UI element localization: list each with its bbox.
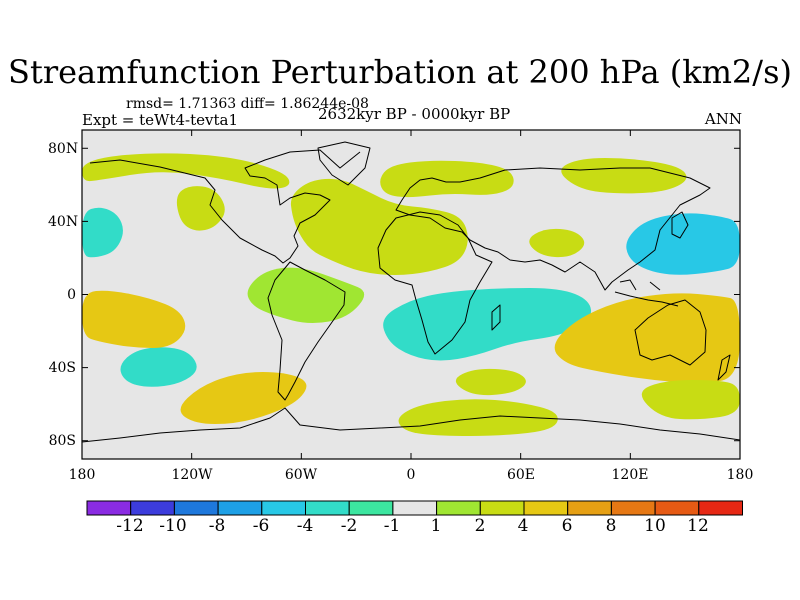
- colorbar-label-10: 10: [644, 516, 666, 536]
- colorbar-swatch: [523, 500, 569, 516]
- colorbar-swatch: [86, 500, 132, 516]
- colorbar-swatch: [610, 500, 656, 516]
- colorbar-label-12: 12: [687, 516, 709, 536]
- lon-label-120w: 120W: [171, 467, 213, 483]
- colorbar-swatch: [305, 500, 350, 516]
- colorbar-swatch: [217, 500, 263, 516]
- field-south-pacific-low: [120, 347, 197, 387]
- field-arctic-high-siberia: [561, 158, 687, 194]
- field-south-america-band: [247, 267, 365, 324]
- colorbar-swatch: [392, 500, 438, 516]
- colorbar-label-neg12: -12: [116, 516, 144, 536]
- lon-label-0: 0: [406, 467, 416, 483]
- field-south-pacific-high: [82, 290, 186, 348]
- field-northeast-pacific-low: [82, 207, 123, 258]
- coastline-south-america: [267, 261, 346, 401]
- experiment-label: Expt = teWt4-tevta1: [82, 111, 238, 129]
- lon-label-120e: 120E: [611, 467, 649, 483]
- field-australia-high: [554, 293, 740, 383]
- colorbar-swatch: [698, 500, 743, 516]
- field-south-atlantic-high: [180, 372, 307, 424]
- colorbar-swatch: [261, 500, 306, 516]
- colorbar-swatch: [654, 500, 700, 516]
- lat-label-80n: 80N: [48, 141, 79, 157]
- colorbar-swatch: [567, 500, 612, 516]
- page-title: Streamfunction Perturbation at 200 hPa (…: [8, 53, 792, 91]
- colorbar-label-neg4: -4: [296, 516, 314, 536]
- stats-label: rmsd= 1.71363 diff= 1.86244e-08: [126, 96, 369, 112]
- coastline-indonesia: [614, 279, 679, 307]
- field-antarctic-band: [398, 399, 558, 436]
- colorbar-label-8: 8: [605, 516, 617, 536]
- colorbar-swatch: [130, 500, 175, 516]
- lat-label-80s: 80S: [48, 433, 76, 449]
- lat-label-40n: 40N: [48, 214, 79, 230]
- lat-label-40s: 40S: [48, 360, 76, 376]
- lon-label-60w: 60W: [284, 467, 318, 483]
- colorbar-swatch: [348, 500, 394, 516]
- coastline-eurasia: [395, 167, 711, 291]
- colorbar-label-neg10: -10: [159, 516, 187, 536]
- colorbar-label-1: 1: [430, 516, 442, 536]
- coastline-north-america: [89, 149, 361, 264]
- field-indian-ocean-low: [383, 288, 592, 361]
- colorbar-label-neg8: -8: [208, 516, 226, 536]
- lon-label-180w: 180: [68, 467, 96, 483]
- lon-label-180e: 180: [726, 467, 754, 483]
- colorbar-label-4: 4: [517, 516, 529, 536]
- field-arctic-high-europe: [380, 160, 514, 198]
- coastline-new-zealand: [717, 354, 731, 381]
- colorbar-label-2: 2: [474, 516, 486, 536]
- field-southern-ocean-high: [455, 368, 526, 396]
- coastline-madagascar: [491, 304, 501, 331]
- field-north-america-low: [178, 233, 218, 260]
- coastline-australia: [634, 299, 707, 366]
- colorbar-swatch: [173, 500, 219, 516]
- field-central-asia-high: [529, 228, 585, 258]
- coastline-greenland: [317, 141, 371, 186]
- lat-label-0: 0: [67, 287, 76, 303]
- coastline-africa: [377, 211, 493, 355]
- field-north-atlantic-high: [290, 178, 468, 275]
- colorbar-swatch: [479, 500, 525, 516]
- field-southern-ocean-band: [641, 380, 740, 420]
- period-label: 2632kyr BP - 0000kyr BP: [318, 105, 511, 123]
- colorbar-label-neg1: -1: [383, 516, 401, 536]
- field-northwest-pacific-low: [626, 213, 740, 275]
- lon-label-60e: 60E: [506, 467, 536, 483]
- season-label: ANN: [704, 110, 742, 128]
- coastline-antarctica: [82, 407, 740, 443]
- colorbar-label-6: 6: [561, 516, 573, 536]
- colorbar-label-neg2: -2: [340, 516, 358, 536]
- colorbar-swatch: [436, 500, 481, 516]
- coastline-japan: [671, 211, 689, 239]
- colorbar-label-neg6: -6: [252, 516, 270, 536]
